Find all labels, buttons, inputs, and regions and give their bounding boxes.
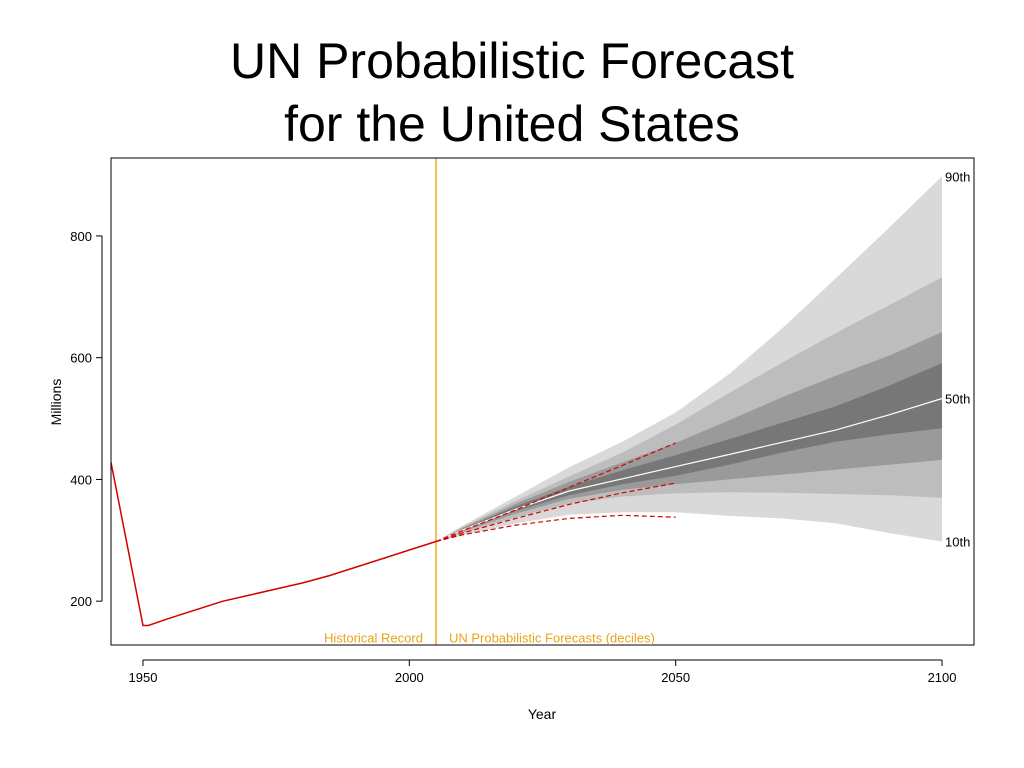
- y-tick-label: 400: [70, 472, 92, 487]
- band-label-50th: 50th: [945, 391, 970, 406]
- band-40-60: [436, 363, 942, 542]
- chart-title: UN Probabilistic Forecast for the United…: [0, 30, 1024, 156]
- series-lines: [111, 158, 943, 645]
- chart-labels: Year Millions 90th 50th 10th Historical Rec…: [48, 169, 970, 722]
- median-line: [435, 397, 943, 543]
- un-variant-line-medium: [435, 482, 676, 543]
- chart-title-line1: UN Probabilistic Forecast: [229, 33, 795, 89]
- decile-bands: [436, 176, 942, 542]
- band-label-90th: 90th: [945, 169, 970, 184]
- band-label-10th: 10th: [945, 535, 970, 550]
- band-20-80: [436, 277, 942, 542]
- historical-line: [111, 462, 437, 627]
- x-tick-label: 2100: [928, 670, 957, 685]
- x-axis-label: Year: [528, 706, 557, 722]
- y-tick-label: 600: [70, 351, 92, 366]
- un-variant-line-low: [435, 514, 676, 543]
- chart-title-line2: for the United States: [284, 96, 740, 152]
- x-tick-label: 1950: [129, 670, 158, 685]
- historical-record-annotation: Historical Record: [324, 631, 423, 646]
- plot-frame: [110, 157, 975, 646]
- y-axis-label: Millions: [48, 379, 64, 426]
- x-tick-label: 2000: [395, 670, 424, 685]
- un-variant-line-high: [435, 442, 676, 543]
- y-tick-label: 200: [70, 594, 92, 609]
- axes: 1950 2000 2050 2100 200 400 600 800: [70, 229, 956, 685]
- x-tick-label: 2050: [661, 670, 690, 685]
- forecast-annotation: UN Probabilistic Forecasts (deciles): [449, 631, 655, 646]
- y-tick-label: 800: [70, 229, 92, 244]
